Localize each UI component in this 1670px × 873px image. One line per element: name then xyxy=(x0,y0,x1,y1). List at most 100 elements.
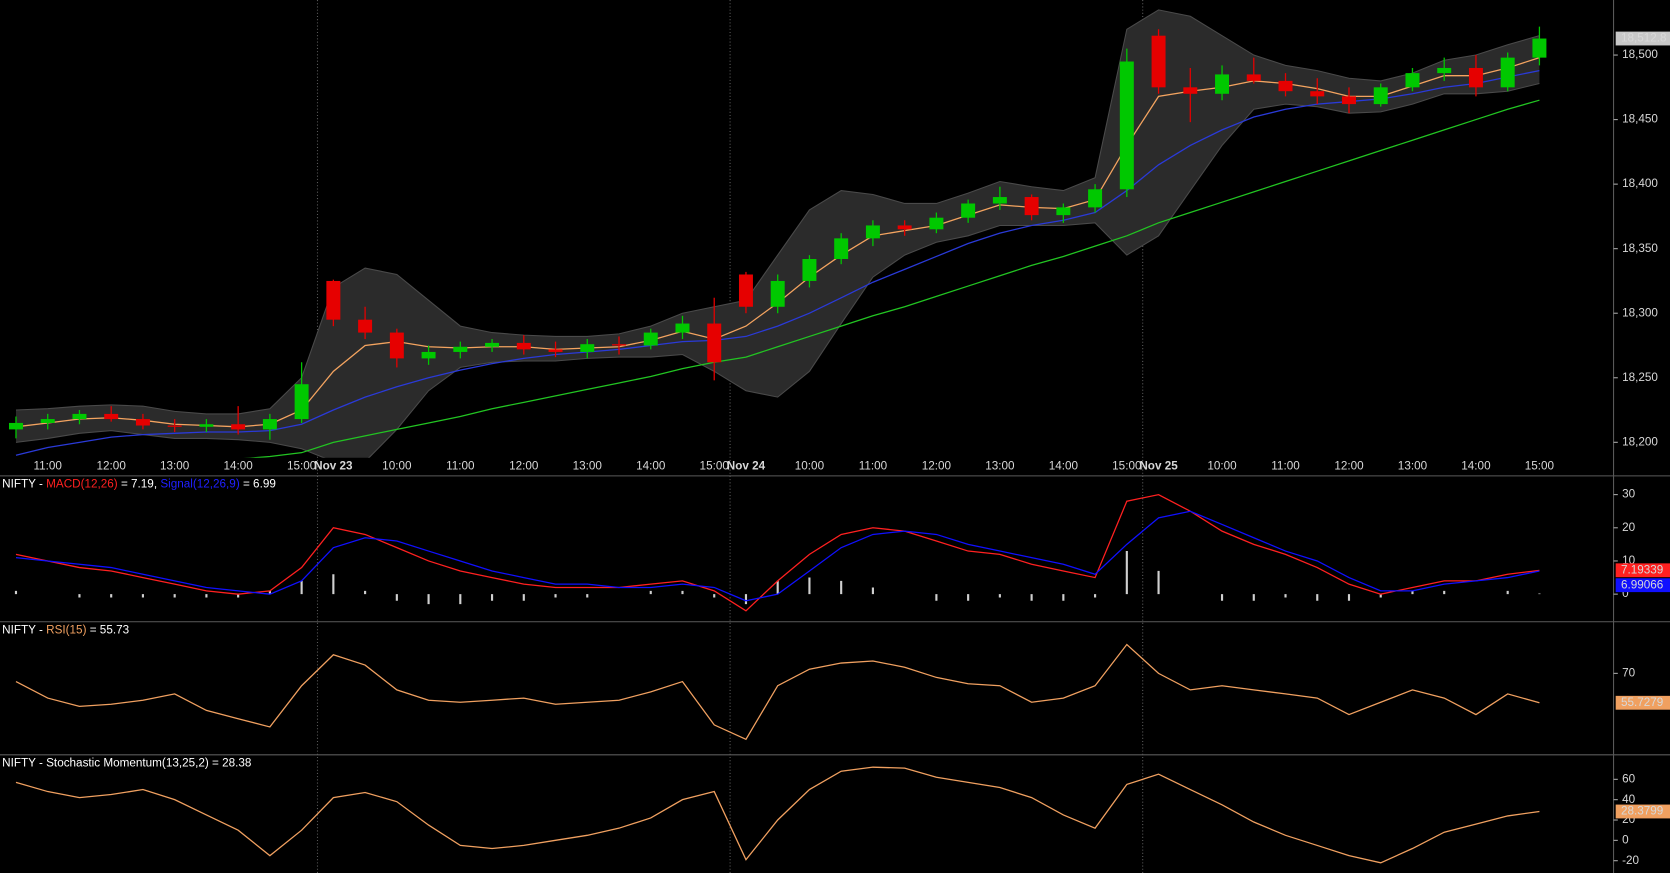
x-tick-label: 14:00 xyxy=(223,459,253,472)
candle-body xyxy=(770,280,785,307)
x-tick-label: 10:00 xyxy=(1207,459,1237,472)
candle-body xyxy=(1151,35,1166,88)
last-value-label: 7.19339 xyxy=(1621,563,1663,576)
last-value-box xyxy=(1615,31,1670,46)
y-tick-label: 0 xyxy=(1622,833,1629,846)
candle-body xyxy=(612,344,626,346)
candle-body xyxy=(1532,38,1547,58)
x-tick-label: 14:00 xyxy=(1461,459,1491,472)
candle-body xyxy=(1119,61,1134,190)
indicator-line xyxy=(15,493,1540,612)
title-part: RSI(15) xyxy=(46,623,86,636)
candle-body xyxy=(453,346,468,352)
candle-body xyxy=(929,217,944,230)
last-value-box xyxy=(1615,578,1670,593)
last-value-label: 6.99066 xyxy=(1621,578,1663,591)
x-tick-label: 12:00 xyxy=(509,459,539,472)
x-tick-label: Nov 25 xyxy=(1139,459,1178,472)
y-tick-label: 30 xyxy=(1622,488,1636,501)
y-tick-label: -20 xyxy=(1622,854,1639,867)
last-value-box xyxy=(1615,563,1670,578)
x-tick-label: 12:00 xyxy=(922,459,952,472)
candle-body xyxy=(167,425,182,427)
candle-body xyxy=(1183,87,1198,94)
candle-body xyxy=(231,424,246,430)
candle-body xyxy=(1024,197,1039,216)
x-tick-label: 13:00 xyxy=(1398,459,1428,472)
candle-body xyxy=(1278,80,1293,92)
candle-body xyxy=(1405,73,1420,88)
candle-body xyxy=(992,197,1007,204)
x-tick-label: 11:00 xyxy=(34,459,63,472)
indicator-line xyxy=(15,643,1540,741)
candle-body xyxy=(421,351,436,359)
candle-body xyxy=(135,419,150,426)
candle-body xyxy=(738,274,753,307)
candle-body xyxy=(961,203,976,218)
candle-body xyxy=(1373,87,1388,105)
candle-body xyxy=(834,238,849,260)
x-tick-label: 10:00 xyxy=(795,459,825,472)
candle-body xyxy=(1437,67,1452,74)
title-part: NIFTY - xyxy=(2,478,46,491)
last-value-box xyxy=(1615,695,1670,710)
x-tick-label: Nov 23 xyxy=(314,459,353,472)
moving-average xyxy=(246,99,1540,458)
candle-body xyxy=(897,225,912,230)
x-tick-label: 12:00 xyxy=(97,459,127,472)
title-part: = 6.99 xyxy=(240,478,276,491)
y-tick-label: 18,400 xyxy=(1622,177,1658,190)
band-edge xyxy=(15,9,1540,415)
panel-title: NIFTY - RSI(15) = 55.73 xyxy=(2,623,129,636)
candle-body xyxy=(8,422,23,430)
panel xyxy=(15,643,1540,741)
y-tick-label: 18,500 xyxy=(1622,48,1658,61)
indicator-line xyxy=(15,766,1540,864)
x-tick-label: 11:00 xyxy=(1271,459,1300,472)
candle-body xyxy=(580,344,595,352)
y-tick-label: 18,300 xyxy=(1622,306,1658,319)
candle-body xyxy=(199,424,214,427)
candle-body xyxy=(40,419,55,423)
candle-body xyxy=(72,413,87,420)
candle-body xyxy=(389,332,404,359)
y-tick-label: 40 xyxy=(1622,793,1636,806)
y-tick-label: 60 xyxy=(1622,772,1636,785)
y-tick-label: 18,250 xyxy=(1622,371,1658,384)
candle-body xyxy=(358,319,373,333)
y-tick-label: 18,200 xyxy=(1622,435,1658,448)
last-value-label: 28.3799 xyxy=(1621,805,1663,818)
last-value-box xyxy=(1615,804,1670,819)
y-tick-label: 18,350 xyxy=(1622,242,1658,255)
candle-body xyxy=(104,413,119,420)
candle-body xyxy=(1468,67,1483,88)
x-tick-label: 11:00 xyxy=(859,459,888,472)
candle-body xyxy=(1246,74,1261,81)
candle-body xyxy=(548,349,563,352)
band-edge xyxy=(15,82,1540,458)
indicator-line xyxy=(15,510,1540,602)
panel xyxy=(8,9,1547,458)
candle-body xyxy=(262,419,277,430)
last-value-label: 18,512.8 xyxy=(1621,32,1667,45)
x-tick-label: 15:00 xyxy=(1525,459,1555,472)
candle-body xyxy=(707,323,722,363)
x-tick-label: 15:00 xyxy=(287,459,317,472)
panel-title: NIFTY - Stochastic Momentum(13,25,2) = 2… xyxy=(2,756,251,769)
x-tick-label: 13:00 xyxy=(985,459,1015,472)
x-tick-label: 14:00 xyxy=(1049,459,1079,472)
title-part: Signal(12,26,9) xyxy=(160,478,239,491)
x-tick-label: 11:00 xyxy=(446,459,475,472)
title-part: NIFTY - xyxy=(2,623,46,636)
last-value-label: 55.7279 xyxy=(1621,696,1663,709)
candle-body xyxy=(1056,207,1071,216)
x-tick-label: 13:00 xyxy=(573,459,603,472)
panel-title: NIFTY - MACD(12,26) = 7.19, Signal(12,26… xyxy=(2,478,276,491)
candle-body xyxy=(326,280,341,320)
title-part: NIFTY - Stochastic Momentum(13,25,2) = 2… xyxy=(2,756,251,769)
y-tick-label: 18,450 xyxy=(1622,113,1658,126)
candle-body xyxy=(802,259,817,281)
candle-body xyxy=(1310,91,1325,97)
candle-body xyxy=(516,342,531,350)
x-tick-label: 13:00 xyxy=(160,459,190,472)
